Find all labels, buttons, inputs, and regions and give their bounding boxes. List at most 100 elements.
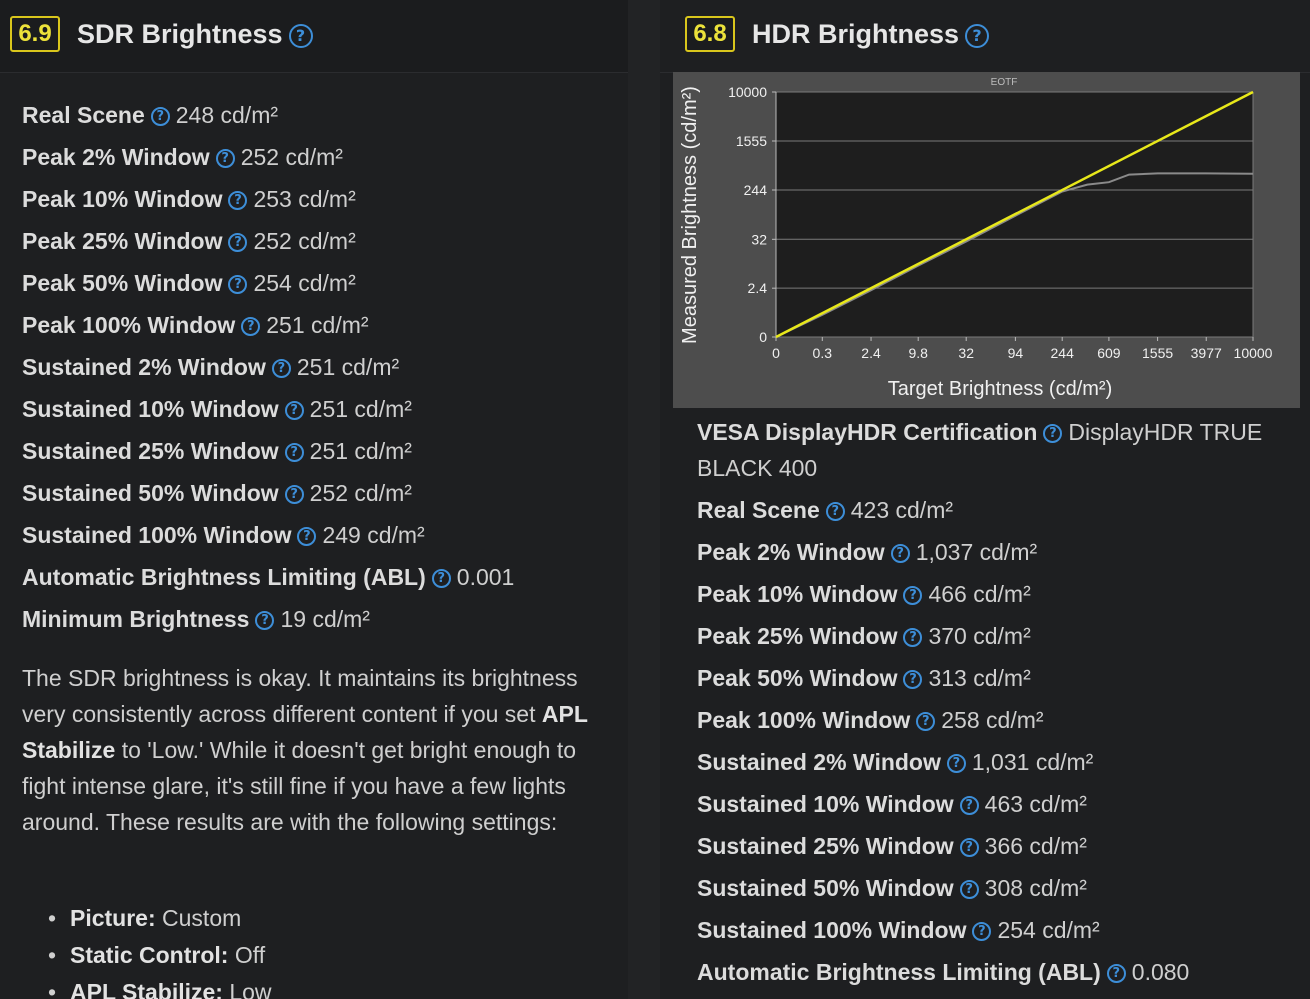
result-label: Real Scene: [22, 102, 145, 128]
hdr-brightness-section: 6.8 HDR Brightness? 0 2.4 32 244 1555 10000 0…: [660, 0, 1310, 999]
sdr-description: The SDR brightness is okay. It maintains…: [22, 660, 602, 840]
sdr-result-row: Peak 10% Window? 253 cd/m²: [22, 178, 514, 220]
result-label: Peak 100% Window: [22, 312, 236, 338]
result-label: Peak 10% Window: [697, 581, 898, 607]
hdr-score-badge: 6.8: [685, 16, 735, 52]
y-tick-label: 2.4: [748, 280, 768, 296]
y-tick-label: 1555: [736, 133, 767, 149]
sdr-result-row: Peak 100% Window? 251 cd/m²: [22, 304, 514, 346]
result-label: Sustained 25% Window: [697, 833, 954, 859]
sdr-result-row: Sustained 100% Window? 249 cd/m²: [22, 514, 514, 556]
x-tick-label: 32: [958, 345, 974, 361]
help-icon[interactable]: ?: [965, 24, 990, 48]
help-icon[interactable]: ?: [903, 628, 923, 648]
help-icon[interactable]: ?: [255, 611, 275, 631]
help-icon[interactable]: ?: [215, 149, 235, 169]
result-label: Peak 50% Window: [22, 270, 223, 296]
hdr-result-row: Sustained 25% Window? 366 cd/m²: [697, 825, 1189, 867]
hdr-result-row: Real Scene? 423 cd/m²: [697, 489, 1189, 531]
result-value: 252 cd/m²: [240, 144, 343, 170]
result-value: 252 cd/m²: [309, 480, 412, 506]
help-icon[interactable]: ?: [228, 191, 248, 211]
result-value: 313 cd/m²: [928, 665, 1031, 691]
x-tick-label: 609: [1097, 345, 1121, 361]
help-icon[interactable]: ?: [297, 527, 317, 547]
help-icon[interactable]: ?: [228, 233, 248, 253]
help-icon[interactable]: ?: [150, 107, 170, 127]
result-label: Sustained 100% Window: [22, 522, 292, 548]
help-icon[interactable]: ?: [890, 544, 910, 564]
result-label: Peak 2% Window: [697, 539, 885, 565]
x-tick-label: 0: [772, 345, 780, 361]
sdr-settings-list: Picture: Custom Static Control: Off APL St…: [48, 900, 272, 999]
hdr-title-text: HDR Brightness: [752, 19, 960, 49]
setting-value: Off: [234, 942, 266, 968]
sdr-description-text-2: to 'Low.' While it doesn't get bright en…: [22, 737, 576, 835]
hdr-result-row: Sustained 100% Window? 254 cd/m²: [697, 909, 1189, 951]
help-icon[interactable]: ?: [284, 485, 304, 505]
result-value: 370 cd/m²: [928, 623, 1031, 649]
hdr-result-row: Sustained 10% Window? 463 cd/m²: [697, 783, 1189, 825]
sdr-description-bold: APL Stabilize: [22, 701, 588, 763]
sdr-title-text: SDR Brightness: [77, 19, 283, 49]
help-icon[interactable]: ?: [271, 359, 291, 379]
hdr-result-row: Peak 2% Window? 1,037 cd/m²: [697, 531, 1189, 573]
x-tick-label: 3977: [1191, 345, 1222, 361]
hdr-result-row: Peak 25% Window? 370 cd/m²: [697, 615, 1189, 657]
y-tick-label: 10000: [728, 84, 767, 100]
result-label: Peak 2% Window: [22, 144, 210, 170]
setting-item: Picture: Custom: [48, 900, 272, 937]
setting-item: APL Stabilize: Low: [48, 974, 272, 999]
sdr-title: SDR Brightness?: [77, 16, 319, 52]
help-icon[interactable]: ?: [916, 712, 936, 732]
help-icon[interactable]: ?: [972, 922, 992, 942]
help-icon[interactable]: ?: [284, 443, 304, 463]
result-value: 366 cd/m²: [984, 833, 1087, 859]
hdr-result-row: Sustained 50% Window? 308 cd/m²: [697, 867, 1189, 909]
help-icon[interactable]: ?: [959, 880, 979, 900]
help-icon[interactable]: ?: [959, 838, 979, 858]
result-label: Minimum Brightness: [22, 606, 250, 632]
result-label: Peak 100% Window: [697, 707, 911, 733]
setting-label: Static Control:: [70, 942, 229, 968]
result-label: Sustained 50% Window: [697, 875, 954, 901]
help-icon[interactable]: ?: [228, 275, 248, 295]
y-tick-label: 0: [759, 329, 767, 345]
result-label: Sustained 10% Window: [697, 791, 954, 817]
sdr-result-row: Sustained 25% Window? 251 cd/m²: [22, 430, 514, 472]
help-icon[interactable]: ?: [1043, 424, 1063, 444]
help-icon[interactable]: ?: [288, 24, 313, 48]
hdr-result-row: Automatic Brightness Limiting (ABL)? 0.08…: [697, 951, 1189, 993]
target-series-line: [775, 90, 1254, 339]
help-icon[interactable]: ?: [431, 569, 451, 589]
chart-x-axis-label: Target Brightness (cd/m²): [888, 378, 1113, 400]
help-icon[interactable]: ?: [825, 502, 845, 522]
hdr-result-row: Sustained 2% Window? 1,031 cd/m²: [697, 741, 1189, 783]
result-label: Real Scene: [697, 497, 820, 523]
help-icon[interactable]: ?: [946, 754, 966, 774]
setting-value: Custom: [162, 905, 242, 931]
result-value: 308 cd/m²: [984, 875, 1087, 901]
vesa-certification: VESA DisplayHDR Certification? DisplayHDR…: [697, 414, 1297, 486]
help-icon[interactable]: ?: [959, 796, 979, 816]
help-icon[interactable]: ?: [903, 670, 923, 690]
eotf-chart[interactable]: 0 2.4 32 244 1555 10000 0 0.3 2.4 9.8 32 94 244 609 1…: [673, 72, 1300, 408]
result-label: Peak 25% Window: [22, 228, 223, 254]
result-value: 248 cd/m²: [175, 102, 279, 128]
x-tick-label: 94: [1008, 345, 1024, 361]
hdr-result-row: Peak 50% Window? 313 cd/m²: [697, 657, 1189, 699]
sdr-result-row: Sustained 2% Window? 251 cd/m²: [22, 346, 514, 388]
result-value: 252 cd/m²: [253, 228, 356, 254]
help-icon[interactable]: ?: [241, 317, 261, 337]
help-icon[interactable]: ?: [1106, 964, 1126, 984]
result-label: Peak 10% Window: [22, 186, 223, 212]
help-icon[interactable]: ?: [284, 401, 304, 421]
sdr-score-badge: 6.9: [10, 16, 60, 52]
vesa-value: DisplayHDR TRUE BLACK 400: [697, 419, 1263, 481]
hdr-title: HDR Brightness?: [752, 16, 995, 52]
y-tick-label: 244: [744, 182, 768, 198]
result-value: 423 cd/m²: [850, 497, 954, 523]
help-icon[interactable]: ?: [903, 586, 923, 606]
measured-series-line: [775, 172, 1254, 338]
sdr-result-row: Sustained 10% Window? 251 cd/m²: [22, 388, 514, 430]
